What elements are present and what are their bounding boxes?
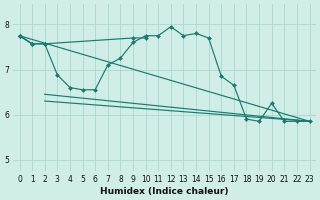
X-axis label: Humidex (Indice chaleur): Humidex (Indice chaleur) (100, 187, 229, 196)
